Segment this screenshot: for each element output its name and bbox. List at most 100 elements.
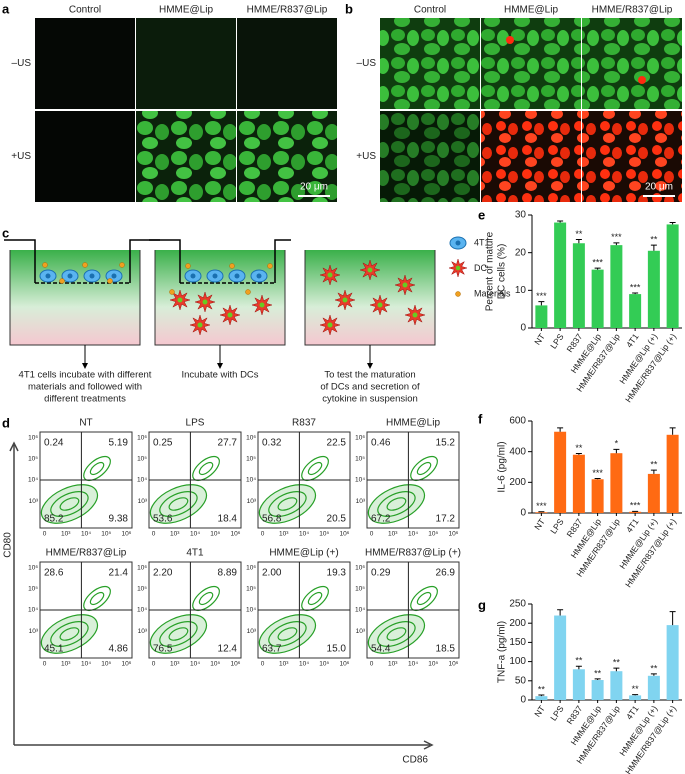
contour [410,455,438,482]
bar [629,511,642,513]
significance: *** [536,501,547,511]
step-caption: cytokine in suspension [322,394,418,405]
x-tick-label: NT [532,517,547,532]
flow-x-tick: 10³ [279,531,289,538]
panel-label: a [2,1,10,16]
material [229,263,235,269]
quadrant-value: 0.29 [371,568,391,579]
contour [198,461,214,476]
flow-x-tick: 10⁶ [231,661,241,668]
quadrant-value: 2.00 [262,568,282,579]
quadrant-value: 0.24 [44,438,64,449]
flow-y-tick: 10³ [247,628,257,635]
legend-label: Materials [474,288,511,298]
flow-x-tick: 10⁵ [210,661,220,668]
flow-x-tick: 0 [152,531,156,538]
error-bar [669,427,676,435]
error-bar [538,301,545,306]
flow-y-tick: 10⁶ [28,564,38,571]
bar [647,250,660,328]
bar [610,671,623,700]
flow-y-tick: 10³ [138,628,148,635]
flow-x-tick: 10⁵ [319,661,329,668]
quadrant-value: 12.4 [218,644,238,655]
column-header: HMME@Lip [159,5,213,16]
flow-y-tick: 10⁵ [246,456,256,463]
y-tick-label: 0 [520,695,526,706]
significance: ** [650,235,658,245]
contour [192,585,220,612]
flow-x-tick: 10⁶ [340,531,350,538]
contour [377,621,416,647]
material [169,289,175,295]
flow-y-tick: 10⁵ [28,456,38,463]
tumor-nucleus [455,240,461,246]
quadrant-value: 21.4 [109,568,129,579]
significance: *** [630,282,641,292]
legend-label: 4T1 [474,237,490,247]
flow-x-tick: 10⁵ [428,531,438,538]
flow-x-tick: 10³ [170,531,180,538]
row-label: –US [357,58,377,69]
panel-label: f [478,411,483,426]
quadrant-value: 54.4 [371,644,391,655]
flow-x-tick: 10³ [61,531,71,538]
flow-y-tick: 10³ [247,498,257,505]
flow-x-tick: 10³ [388,531,398,538]
significance: *** [630,501,641,511]
y-tick-label: 200 [509,477,526,488]
contour [50,621,89,647]
contour [192,455,220,482]
significance: ** [575,656,583,666]
material [185,263,191,269]
flow-y-tick: 10³ [356,628,366,635]
flow-x-tick: 0 [261,531,265,538]
error-bar [650,244,657,251]
quadrant-value: 18.5 [436,644,456,655]
contour [386,497,407,511]
material [59,278,65,284]
x-tick-label: 4T1 [624,331,641,349]
significance: ** [575,229,583,239]
tumor-nucleus [234,273,240,279]
tumor-nucleus [111,273,117,279]
flow-y-tick: 10⁶ [246,564,256,571]
significance: *** [611,232,622,242]
row-label: +US [356,151,376,162]
quadrant-value: 0.32 [262,438,282,449]
quadrant-value: 5.19 [109,438,129,449]
bar [554,431,567,513]
flow-x-tick: 0 [370,531,374,538]
contour [59,497,80,511]
dc-nucleus [377,302,383,308]
flow-x-tick: 10⁵ [428,661,438,668]
quadrant-value: 8.89 [218,568,238,579]
error-bar [557,609,564,616]
contour [416,591,432,606]
micrograph [481,18,581,109]
quadrant-value: 18.4 [218,514,238,525]
error-bar [538,694,545,697]
y-tick-label: 150 [509,637,526,648]
flow-y-tick: 10⁵ [137,586,147,593]
y-tick-label: 0 [520,508,526,519]
dc-nucleus [177,297,183,303]
well [10,250,140,345]
significance: *** [592,468,603,478]
contour [83,455,111,482]
material [119,262,125,268]
panel-label: d [2,415,10,430]
y-tick-label: 30 [515,210,527,221]
tumor-nucleus [45,273,51,279]
flow-x-tick: 10⁵ [210,531,220,538]
material [107,278,113,284]
error-bar [594,678,601,681]
flow-x-tick: 0 [261,661,265,668]
flow-y-tick: 10³ [29,628,39,635]
bar [535,696,548,700]
flow-y-tick: 10⁵ [28,586,38,593]
contour [159,621,198,647]
flow-x-label: CD86 [402,755,428,766]
contour [416,461,432,476]
contour [277,627,298,641]
